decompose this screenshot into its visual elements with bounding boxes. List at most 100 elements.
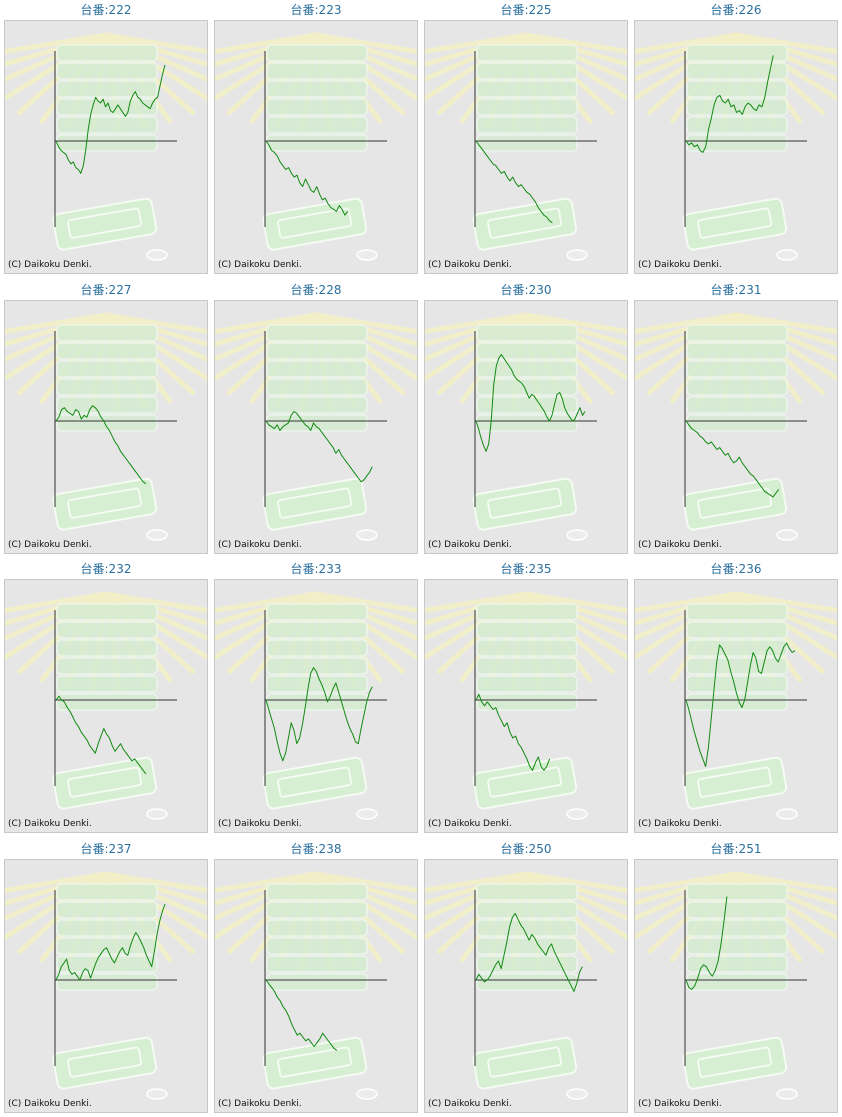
- payout-series-line: [685, 420, 780, 498]
- machine-number-label: 台番:228: [290, 283, 342, 297]
- payout-series-line: [55, 903, 166, 981]
- copyright-credit: (C) Daikoku Denki.: [638, 1099, 722, 1109]
- machine-number-label: 台番:231: [710, 283, 762, 297]
- graph-panel: (C) Daikoku Denki.: [4, 300, 208, 554]
- machine-graph-card: 台番:231 (C) Daikoku Denki.: [634, 280, 838, 554]
- payout-line-chart: [635, 871, 837, 1100]
- payout-line-chart: [215, 871, 417, 1100]
- graph-panel: (C) Daikoku Denki.: [214, 859, 418, 1113]
- payout-line-chart: [635, 312, 837, 541]
- machine-number-label: 台番:226: [710, 3, 762, 17]
- copyright-credit: (C) Daikoku Denki.: [8, 540, 92, 550]
- payout-line-chart: [425, 591, 627, 820]
- pachinko-machine-illustration: [5, 32, 207, 261]
- payout-series-line: [475, 913, 583, 992]
- payout-line-chart: [5, 312, 207, 541]
- pachinko-machine-illustration: [5, 312, 207, 541]
- payout-series-line: [475, 354, 586, 452]
- copyright-credit: (C) Daikoku Denki.: [428, 1099, 512, 1109]
- payout-series-line: [475, 693, 551, 771]
- machine-graph-card: 台番:232 (C) Daikoku Denki.: [4, 559, 208, 833]
- machine-graph-card: 台番:251 (C) Daikoku Denki.: [634, 839, 838, 1113]
- machine-number-label: 台番:225: [500, 3, 552, 17]
- graph-panel: (C) Daikoku Denki.: [4, 20, 208, 274]
- machine-graph-card: 台番:225 (C) Daikoku Denki.: [424, 0, 628, 274]
- pachinko-machine-illustration: [425, 312, 627, 541]
- machine-number-label: 台番:250: [500, 842, 552, 856]
- graph-panel: (C) Daikoku Denki.: [424, 300, 628, 554]
- machine-number-label: 台番:230: [500, 283, 552, 297]
- pachinko-machine-illustration: [635, 312, 837, 541]
- machine-number-label: 台番:232: [80, 562, 132, 576]
- pachinko-machine-illustration: [5, 591, 207, 820]
- payout-line-chart: [5, 871, 207, 1100]
- graph-panel: (C) Daikoku Denki.: [634, 300, 838, 554]
- copyright-credit: (C) Daikoku Denki.: [218, 1099, 302, 1109]
- graph-panel: (C) Daikoku Denki.: [214, 20, 418, 274]
- machine-graph-card: 台番:237 (C) Daikoku Denki.: [4, 839, 208, 1113]
- machine-number-label: 台番:235: [500, 562, 552, 576]
- pachinko-machine-illustration: [425, 32, 627, 261]
- graph-panel: (C) Daikoku Denki.: [424, 20, 628, 274]
- graph-panel: (C) Daikoku Denki.: [634, 20, 838, 274]
- machine-number-label: 台番:222: [80, 3, 132, 17]
- pachinko-machine-illustration: [215, 591, 417, 820]
- machine-number-label: 台番:237: [80, 842, 132, 856]
- machine-graph-card: 台番:222 (C) Daikoku Denki.: [4, 0, 208, 274]
- pachinko-machine-illustration: [425, 591, 627, 820]
- payout-line-chart: [215, 32, 417, 261]
- pachinko-machine-illustration: [215, 32, 417, 261]
- graph-panel: (C) Daikoku Denki.: [634, 579, 838, 833]
- payout-series-line: [685, 642, 796, 767]
- machine-graph-card: 台番:228 (C) Daikoku Denki.: [214, 280, 418, 554]
- machine-graph-card: 台番:236 (C) Daikoku Denki.: [634, 559, 838, 833]
- pachinko-machine-illustration: [635, 871, 837, 1100]
- payout-line-chart: [215, 312, 417, 541]
- machine-number-label: 台番:227: [80, 283, 132, 297]
- payout-line-chart: [215, 591, 417, 820]
- machine-graph-card: 台番:238 (C) Daikoku Denki.: [214, 839, 418, 1113]
- copyright-credit: (C) Daikoku Denki.: [8, 819, 92, 829]
- graph-panel: (C) Daikoku Denki.: [424, 859, 628, 1113]
- machine-graph-card: 台番:230 (C) Daikoku Denki.: [424, 280, 628, 554]
- copyright-credit: (C) Daikoku Denki.: [218, 260, 302, 270]
- payout-series-line: [685, 896, 728, 990]
- payout-series-line: [475, 140, 553, 224]
- payout-line-chart: [635, 591, 837, 820]
- payout-series-line: [685, 55, 774, 153]
- graph-panel: (C) Daikoku Denki.: [214, 300, 418, 554]
- copyright-credit: (C) Daikoku Denki.: [428, 540, 512, 550]
- pachinko-machine-illustration: [5, 871, 207, 1100]
- graph-panel: (C) Daikoku Denki.: [214, 579, 418, 833]
- machine-number-label: 台番:233: [290, 562, 342, 576]
- payout-series-line: [265, 979, 338, 1051]
- payout-line-chart: [425, 32, 627, 261]
- payout-series-line: [55, 64, 166, 174]
- machine-number-label: 台番:238: [290, 842, 342, 856]
- copyright-credit: (C) Daikoku Denki.: [428, 260, 512, 270]
- payout-line-chart: [425, 312, 627, 541]
- graph-panel: (C) Daikoku Denki.: [424, 579, 628, 833]
- payout-series-line: [265, 667, 373, 762]
- machine-number-label: 台番:236: [710, 562, 762, 576]
- pachinko-machine-illustration: [635, 591, 837, 820]
- payout-series-line: [55, 695, 147, 775]
- machine-number-label: 台番:251: [710, 842, 762, 856]
- machine-graph-card: 台番:233 (C) Daikoku Denki.: [214, 559, 418, 833]
- machine-graph-card: 台番:226 (C) Daikoku Denki.: [634, 0, 838, 274]
- pachinko-machine-illustration: [635, 32, 837, 261]
- copyright-credit: (C) Daikoku Denki.: [428, 819, 512, 829]
- copyright-credit: (C) Daikoku Denki.: [8, 260, 92, 270]
- payout-series-line: [55, 405, 147, 485]
- payout-series-line: [265, 140, 349, 216]
- copyright-credit: (C) Daikoku Denki.: [8, 1099, 92, 1109]
- machine-graph-card: 台番:223 (C) Daikoku Denki.: [214, 0, 418, 274]
- copyright-credit: (C) Daikoku Denki.: [218, 540, 302, 550]
- copyright-credit: (C) Daikoku Denki.: [638, 260, 722, 270]
- graph-panel: (C) Daikoku Denki.: [634, 859, 838, 1113]
- machine-graph-card: 台番:235 (C) Daikoku Denki.: [424, 559, 628, 833]
- graph-panel: (C) Daikoku Denki.: [4, 579, 208, 833]
- graph-panel: (C) Daikoku Denki.: [4, 859, 208, 1113]
- payout-line-chart: [635, 32, 837, 261]
- payout-series-line: [265, 411, 373, 483]
